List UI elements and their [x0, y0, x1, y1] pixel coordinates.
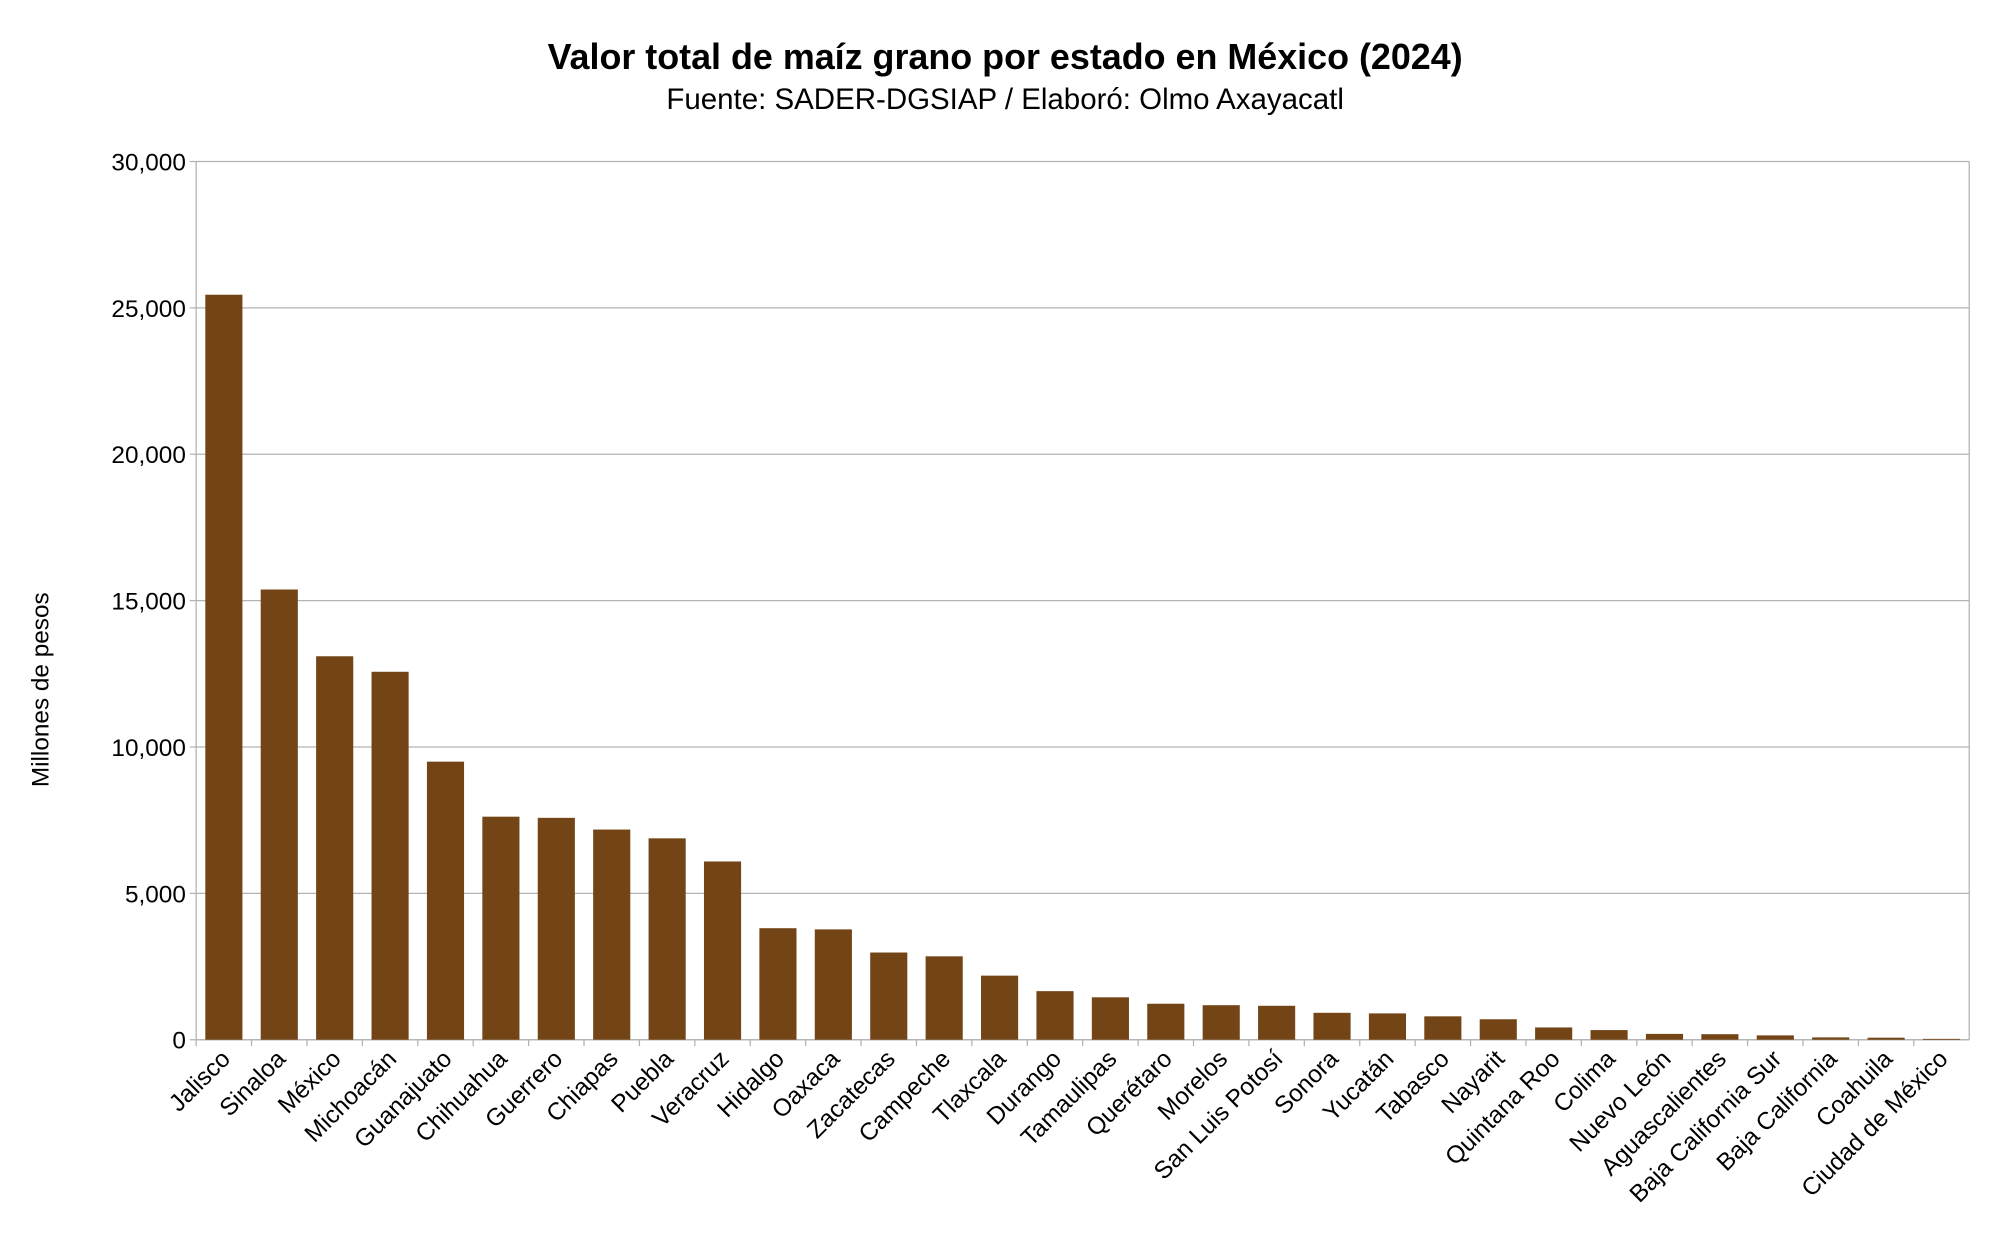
bar	[1036, 991, 1074, 1040]
bar	[1701, 1034, 1739, 1040]
bar	[1922, 1038, 1961, 1040]
y-tick-label: 10,000	[111, 735, 185, 762]
bar	[537, 817, 575, 1040]
y-tick-label: 20,000	[111, 442, 185, 469]
bar	[1258, 1005, 1296, 1040]
bar	[1812, 1037, 1850, 1040]
bar	[870, 952, 908, 1040]
bar	[1202, 1005, 1240, 1040]
y-tick-label: 0	[172, 1028, 186, 1055]
bar	[814, 929, 852, 1040]
y-axis-label: Millones de pesos	[28, 592, 55, 787]
chart-subtitle: Fuente: SADER-DGSIAP / Elaboró: Olmo Axa…	[666, 83, 1344, 116]
y-tick-label: 30,000	[111, 150, 185, 177]
bar	[1313, 1012, 1351, 1040]
bar	[1091, 997, 1129, 1040]
bar	[426, 761, 465, 1040]
y-tick-label: 5,000	[125, 881, 186, 908]
bar	[925, 956, 963, 1040]
bar	[1147, 1003, 1185, 1040]
bar	[260, 589, 298, 1040]
bar	[1424, 1016, 1462, 1040]
bar	[703, 861, 742, 1040]
bar	[1590, 1030, 1628, 1040]
bar	[1368, 1013, 1407, 1040]
bar	[1867, 1037, 1905, 1040]
y-tick-label: 15,000	[111, 589, 185, 616]
bar	[1645, 1033, 1684, 1040]
bar	[205, 294, 243, 1040]
bar	[759, 928, 797, 1040]
bar	[1535, 1027, 1573, 1040]
bar	[482, 816, 520, 1040]
y-tick-label: 25,000	[111, 296, 185, 323]
bar	[593, 829, 631, 1040]
bar	[1756, 1035, 1794, 1040]
bar	[1479, 1019, 1517, 1040]
bar	[371, 671, 409, 1040]
chart-title: Valor total de maíz grano por estado en …	[548, 37, 1463, 77]
bar	[648, 838, 686, 1040]
bar	[316, 656, 354, 1040]
bar	[981, 975, 1019, 1040]
